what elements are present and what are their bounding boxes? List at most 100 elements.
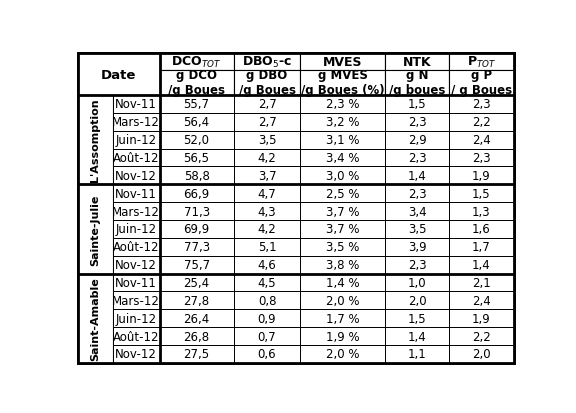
Bar [385, 185, 449, 203]
Bar [385, 54, 449, 71]
Text: Nov-11: Nov-11 [115, 276, 157, 289]
Text: 2,7: 2,7 [257, 98, 276, 111]
Bar [301, 96, 385, 114]
Bar [160, 256, 234, 274]
Text: 3,2 %: 3,2 % [326, 116, 360, 129]
Bar [112, 96, 160, 114]
Text: g DCO
/g Boues: g DCO /g Boues [168, 69, 225, 97]
Text: 2,0: 2,0 [408, 294, 426, 307]
Text: 2,2: 2,2 [472, 116, 491, 129]
Text: 4,2: 4,2 [257, 223, 276, 236]
Text: 2,9: 2,9 [408, 134, 426, 147]
Bar [449, 185, 514, 203]
Text: Juin-12: Juin-12 [115, 312, 157, 325]
Bar [449, 203, 514, 221]
Text: 1,4 %: 1,4 % [326, 276, 360, 289]
Bar [385, 203, 449, 221]
Text: 56,5: 56,5 [184, 152, 210, 164]
Text: Date: Date [101, 69, 137, 81]
Bar [449, 345, 514, 363]
Bar [449, 71, 514, 96]
Text: P$_{TOT}$: P$_{TOT}$ [467, 55, 496, 70]
Text: 3,0 %: 3,0 % [326, 169, 359, 183]
Text: Nov-12: Nov-12 [115, 259, 157, 271]
Text: 2,4: 2,4 [472, 294, 491, 307]
Bar [160, 185, 234, 203]
Bar [234, 114, 301, 131]
Bar [112, 345, 160, 363]
Bar [385, 167, 449, 185]
Text: 1,9: 1,9 [472, 312, 491, 325]
Text: 2,2: 2,2 [472, 330, 491, 343]
Text: 1,5: 1,5 [472, 187, 491, 200]
Bar [78, 185, 112, 274]
Text: 2,3: 2,3 [408, 152, 426, 164]
Text: 2,3: 2,3 [408, 259, 426, 271]
Text: 0,8: 0,8 [258, 294, 276, 307]
Bar [449, 309, 514, 328]
Bar [385, 131, 449, 149]
Text: Mars-12: Mars-12 [112, 294, 160, 307]
Bar [112, 309, 160, 328]
Text: 3,7: 3,7 [257, 169, 276, 183]
Text: 66,9: 66,9 [183, 187, 210, 200]
Text: 3,4: 3,4 [408, 205, 426, 218]
Bar [385, 238, 449, 256]
Text: 56,4: 56,4 [184, 116, 210, 129]
Bar [112, 131, 160, 149]
Bar [234, 256, 301, 274]
Text: 26,4: 26,4 [183, 312, 210, 325]
Text: 3,1 %: 3,1 % [326, 134, 360, 147]
Text: 75,7: 75,7 [184, 259, 210, 271]
Text: Sainte-Julie: Sainte-Julie [90, 194, 100, 265]
Bar [78, 274, 112, 363]
Bar [160, 54, 234, 71]
Bar [234, 131, 301, 149]
Bar [112, 328, 160, 345]
Text: NTK: NTK [403, 56, 431, 69]
Text: 69,9: 69,9 [183, 223, 210, 236]
Bar [301, 203, 385, 221]
Text: 3,5: 3,5 [258, 134, 276, 147]
Bar [160, 149, 234, 167]
Text: 0,9: 0,9 [257, 312, 276, 325]
Text: 27,8: 27,8 [184, 294, 210, 307]
Text: 1,7: 1,7 [472, 241, 491, 254]
Bar [112, 114, 160, 131]
Text: 1,6: 1,6 [472, 223, 491, 236]
Text: Nov-11: Nov-11 [115, 187, 157, 200]
Text: g DBO
/g Boues: g DBO /g Boues [238, 69, 295, 97]
Bar [78, 54, 160, 96]
Text: 2,3 %: 2,3 % [326, 98, 360, 111]
Bar [234, 167, 301, 185]
Text: L'Assomption: L'Assomption [90, 99, 100, 182]
Bar [234, 274, 301, 292]
Bar [160, 96, 234, 114]
Bar [301, 274, 385, 292]
Bar [112, 203, 160, 221]
Bar [385, 345, 449, 363]
Bar [385, 256, 449, 274]
Text: Août-12: Août-12 [113, 241, 160, 254]
Text: 2,7: 2,7 [257, 116, 276, 129]
Text: 55,7: 55,7 [184, 98, 210, 111]
Bar [234, 149, 301, 167]
Text: Nov-12: Nov-12 [115, 348, 157, 361]
Bar [234, 71, 301, 96]
Text: 2,1: 2,1 [472, 276, 491, 289]
Bar [301, 256, 385, 274]
Text: 2,3: 2,3 [408, 187, 426, 200]
Bar [449, 149, 514, 167]
Text: 4,2: 4,2 [257, 152, 276, 164]
Bar [160, 167, 234, 185]
Text: 1,1: 1,1 [408, 348, 426, 361]
Text: 2,3: 2,3 [408, 116, 426, 129]
Text: Nov-12: Nov-12 [115, 169, 157, 183]
Bar [449, 221, 514, 238]
Bar [301, 185, 385, 203]
Text: 25,4: 25,4 [184, 276, 210, 289]
Text: Juin-12: Juin-12 [115, 223, 157, 236]
Text: 3,4 %: 3,4 % [326, 152, 360, 164]
Bar [449, 54, 514, 71]
Text: 1,5: 1,5 [408, 98, 426, 111]
